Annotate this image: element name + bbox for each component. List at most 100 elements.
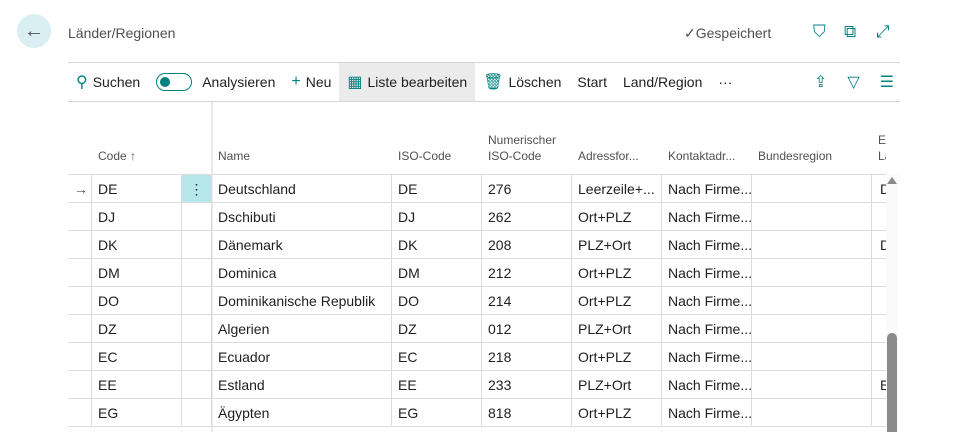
grid-cell[interactable] bbox=[872, 343, 886, 371]
grid-cell[interactable]: Nach Firme... bbox=[662, 259, 752, 287]
row-actions-cell[interactable] bbox=[182, 203, 212, 231]
grid-cell[interactable]: 262 bbox=[482, 203, 572, 231]
grid-cell[interactable]: EG bbox=[392, 399, 482, 427]
column-header[interactable]: Kontaktadr... bbox=[668, 149, 736, 163]
scroll-up-icon[interactable] bbox=[887, 177, 897, 184]
land-region-menu[interactable]: Land/Region bbox=[622, 74, 703, 90]
grid-cell[interactable] bbox=[752, 343, 872, 371]
grid-cell[interactable] bbox=[752, 231, 872, 259]
grid-cell[interactable]: Dominikanische Republik bbox=[212, 287, 392, 315]
grid-cell[interactable]: 214 bbox=[482, 287, 572, 315]
row-indicator[interactable] bbox=[68, 259, 92, 287]
grid-cell[interactable]: EE bbox=[392, 371, 482, 399]
grid-cell[interactable]: Algerien bbox=[212, 315, 392, 343]
grid-cell[interactable] bbox=[752, 175, 872, 203]
grid-cell[interactable]: EE bbox=[92, 371, 182, 399]
row-actions-cell[interactable] bbox=[182, 315, 212, 343]
share-icon[interactable]: ⇪ bbox=[813, 74, 828, 91]
row-actions-cell[interactable] bbox=[182, 259, 212, 287]
row-actions-cell[interactable] bbox=[182, 399, 212, 427]
grid-cell[interactable] bbox=[752, 371, 872, 399]
grid-cell[interactable] bbox=[872, 203, 886, 231]
grid-cell[interactable]: Ort+PLZ bbox=[572, 399, 662, 427]
grid-cell[interactable]: Leerzeile+... bbox=[572, 175, 662, 203]
grid-cell[interactable]: DK bbox=[392, 231, 482, 259]
column-header[interactable]: Name bbox=[218, 149, 251, 163]
current-row-arrow-icon[interactable]: → bbox=[68, 175, 92, 203]
grid-cell[interactable]: Nach Firme... bbox=[662, 203, 752, 231]
row-actions-cell[interactable] bbox=[182, 371, 212, 399]
row-indicator[interactable] bbox=[68, 371, 92, 399]
grid-cell[interactable]: Ort+PLZ bbox=[572, 203, 662, 231]
grid-cell[interactable]: Nach Firme... bbox=[662, 371, 752, 399]
start-menu[interactable]: Start bbox=[577, 74, 607, 90]
back-button[interactable]: ← bbox=[17, 14, 51, 48]
grid-cell[interactable]: EC bbox=[392, 343, 482, 371]
edit-list-button[interactable]: ▦ Liste bearbeiten bbox=[339, 63, 476, 101]
row-actions-cell[interactable] bbox=[182, 343, 212, 371]
grid-cell[interactable]: Dschibuti bbox=[212, 203, 392, 231]
grid-cell[interactable]: Nach Firme... bbox=[662, 315, 752, 343]
bookmark-icon[interactable]: ⛉ bbox=[813, 22, 826, 41]
scrollbar-thumb[interactable] bbox=[887, 333, 897, 432]
grid-cell[interactable]: DE bbox=[92, 175, 182, 203]
grid-cell[interactable]: Nach Firme... bbox=[662, 175, 752, 203]
grid-cell[interactable]: Nach Firme... bbox=[662, 231, 752, 259]
column-header[interactable]: EU-Länd bbox=[878, 133, 886, 163]
grid-cell[interactable]: Nach Firme... bbox=[662, 343, 752, 371]
grid-cell[interactable] bbox=[752, 315, 872, 343]
row-indicator[interactable] bbox=[68, 315, 92, 343]
grid-cell[interactable]: DJ bbox=[92, 203, 182, 231]
grid-cell[interactable]: EC bbox=[92, 343, 182, 371]
grid-cell[interactable]: DE bbox=[392, 175, 482, 203]
grid-cell[interactable]: D bbox=[872, 231, 886, 259]
open-new-window-icon[interactable]: ⧉ bbox=[844, 22, 857, 41]
filter-icon[interactable]: ▽ bbox=[847, 74, 860, 91]
grid-cell[interactable]: 208 bbox=[482, 231, 572, 259]
grid-cell[interactable]: Dänemark bbox=[212, 231, 392, 259]
grid-cell[interactable]: E bbox=[872, 371, 886, 399]
column-header[interactable]: ISO-Code bbox=[398, 149, 452, 163]
grid-cell[interactable]: PLZ+Ort bbox=[572, 371, 662, 399]
grid-cell[interactable]: 276 bbox=[482, 175, 572, 203]
list-view-icon[interactable]: ☰ bbox=[879, 74, 894, 91]
delete-button[interactable]: 🗑 Löschen bbox=[483, 74, 562, 91]
row-menu-icon[interactable]: ⋮ bbox=[182, 175, 212, 203]
grid-cell[interactable]: 212 bbox=[482, 259, 572, 287]
column-header[interactable]: Adressfor... bbox=[578, 149, 639, 163]
grid-cell[interactable]: DM bbox=[92, 259, 182, 287]
expand-icon[interactable]: ⤢ bbox=[876, 22, 890, 41]
column-header[interactable]: Code ↑ bbox=[98, 149, 137, 163]
row-indicator[interactable] bbox=[68, 287, 92, 315]
grid-cell[interactable]: Ort+PLZ bbox=[572, 259, 662, 287]
grid-cell[interactable]: Ort+PLZ bbox=[572, 343, 662, 371]
grid-cell[interactable]: Nach Firme... bbox=[662, 287, 752, 315]
row-actions-cell[interactable] bbox=[182, 287, 212, 315]
grid-cell[interactable]: 233 bbox=[482, 371, 572, 399]
column-header[interactable]: Bundesregion bbox=[758, 149, 833, 163]
grid-cell[interactable]: Deutschland bbox=[212, 175, 392, 203]
search-button[interactable]: ⚲ Suchen bbox=[76, 74, 141, 91]
grid-cell[interactable]: DM bbox=[392, 259, 482, 287]
grid-cell[interactable]: DK bbox=[92, 231, 182, 259]
grid-cell[interactable]: 218 bbox=[482, 343, 572, 371]
grid-cell[interactable] bbox=[752, 259, 872, 287]
grid-cell[interactable]: Nach Firme... bbox=[662, 399, 752, 427]
grid-cell[interactable]: DO bbox=[92, 287, 182, 315]
column-header[interactable]: Numerischer ISO-Code bbox=[488, 133, 557, 163]
grid-cell[interactable] bbox=[752, 203, 872, 231]
row-indicator[interactable] bbox=[68, 203, 92, 231]
grid-cell[interactable]: 012 bbox=[482, 315, 572, 343]
grid-cell[interactable]: 818 bbox=[482, 399, 572, 427]
toggle-switch[interactable] bbox=[156, 73, 193, 91]
row-indicator[interactable] bbox=[68, 399, 92, 427]
grid-cell[interactable]: DO bbox=[392, 287, 482, 315]
grid-cell[interactable] bbox=[752, 287, 872, 315]
grid-cell[interactable] bbox=[752, 399, 872, 427]
row-actions-cell[interactable] bbox=[182, 231, 212, 259]
grid-cell[interactable]: Ort+PLZ bbox=[572, 287, 662, 315]
grid-cell[interactable]: D bbox=[872, 175, 886, 203]
grid-cell[interactable] bbox=[872, 287, 886, 315]
grid-cell[interactable]: PLZ+Ort bbox=[572, 231, 662, 259]
grid-cell[interactable]: Dominica bbox=[212, 259, 392, 287]
